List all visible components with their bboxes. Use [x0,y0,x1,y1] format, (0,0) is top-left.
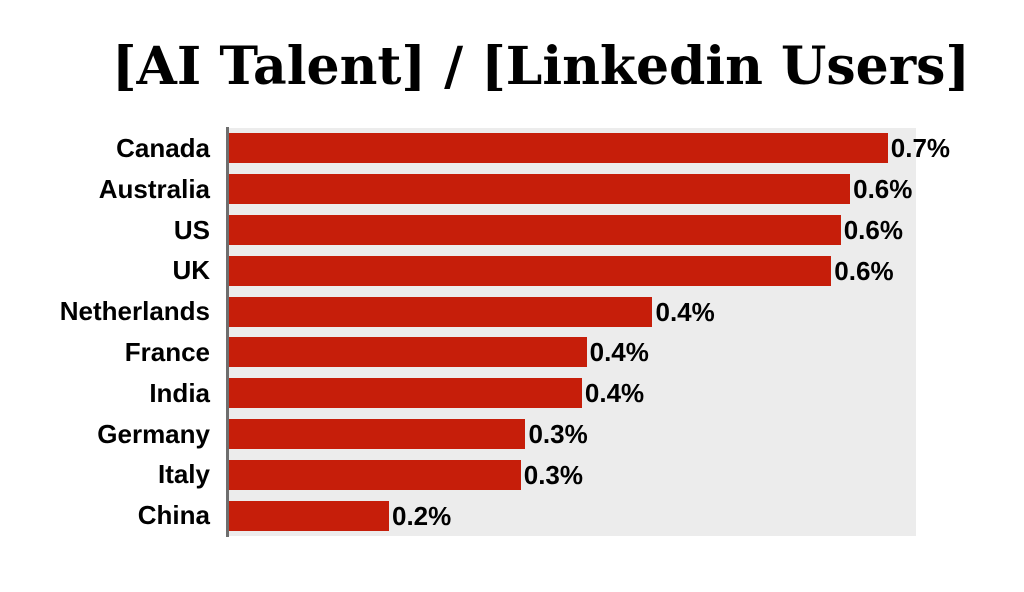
category-label: US [173,214,210,245]
bar-row: 0.4% [229,291,916,332]
bar-row: 0.6% [229,250,916,291]
bar [229,418,526,449]
value-label: 0.4% [655,296,715,327]
bar [229,255,832,286]
bar-row: 0.4% [229,332,916,373]
bar [229,378,582,409]
bar-row: 0.3% [229,454,916,495]
category-label: Italy [157,459,210,490]
bar [229,459,521,490]
bar-row: 0.6% [229,210,916,251]
value-label: 0.6% [834,255,894,286]
category-axis: Canada Australia US UK Netherlands Franc… [0,128,210,536]
bar [229,296,653,327]
category-label: India [149,377,210,408]
value-label: 0.7% [890,133,951,164]
bar-row: 0.2% [229,495,916,536]
value-label: 0.2% [391,500,452,531]
y-axis-line [226,127,229,537]
bar [229,214,841,245]
bar-row: 0.4% [229,373,916,414]
value-label: 0.3% [523,459,583,490]
bar-row: 0.3% [229,414,916,455]
category-label: Australia [98,173,210,204]
value-label: 0.6% [853,174,913,205]
category-label: Netherlands [59,296,210,327]
plot-area: 0.7% 0.6% 0.6% 0.6% 0.4% 0.4% 0.4% 0.3% [229,128,950,536]
bar-row: 0.6% [229,169,916,210]
chart-title: [AI Talent] / [Linkedin Users] [111,36,971,97]
value-label: 0.3% [528,418,588,449]
category-label: France [124,336,210,367]
bar [229,133,888,164]
bar [229,500,389,531]
value-label: 0.4% [589,337,649,368]
category-label: UK [172,255,210,286]
value-label: 0.6% [843,214,903,245]
category-label: Germany [97,418,210,449]
value-label: 0.4% [584,378,645,409]
bar [229,337,587,368]
bar [229,174,851,205]
category-label: Canada [116,133,210,163]
bar-row: 0.7% [229,128,950,169]
category-label: China [137,500,210,531]
